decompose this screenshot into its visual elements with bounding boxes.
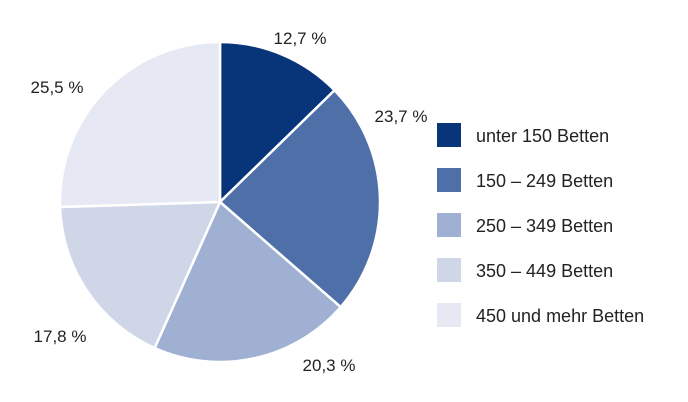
legend-label-5: 450 und mehr Betten [476, 306, 644, 326]
value-label-5: 25,5 % [31, 78, 84, 97]
pie-slice-5 [58, 40, 222, 209]
legend-swatch-5 [437, 303, 461, 327]
legend: unter 150 Betten 150 – 249 Betten 250 – … [437, 123, 644, 327]
legend-swatch-4 [437, 258, 461, 282]
legend-swatch-2 [437, 168, 461, 192]
pie-slice-3 [153, 200, 342, 364]
legend-swatch-3 [437, 213, 461, 237]
value-label-1: 12,7 % [274, 29, 327, 48]
value-label-4: 17,8 % [34, 327, 87, 346]
legend-label-4: 350 – 449 Betten [476, 261, 613, 281]
pie-slices [58, 40, 382, 364]
value-label-3: 20,3 % [303, 356, 356, 375]
pie-value-labels: 12,7 % 23,7 % 20,3 % 17,8 % 25,5 % [31, 29, 428, 375]
pie-slice-1 [218, 40, 336, 204]
pie-slice-2 [218, 89, 382, 309]
value-label-2: 23,7 % [375, 107, 428, 126]
legend-swatch-1 [437, 123, 461, 147]
legend-label-3: 250 – 349 Betten [476, 216, 613, 236]
pie-slice-4 [58, 200, 222, 350]
legend-label-1: unter 150 Betten [476, 126, 609, 146]
legend-label-2: 150 – 249 Betten [476, 171, 613, 191]
